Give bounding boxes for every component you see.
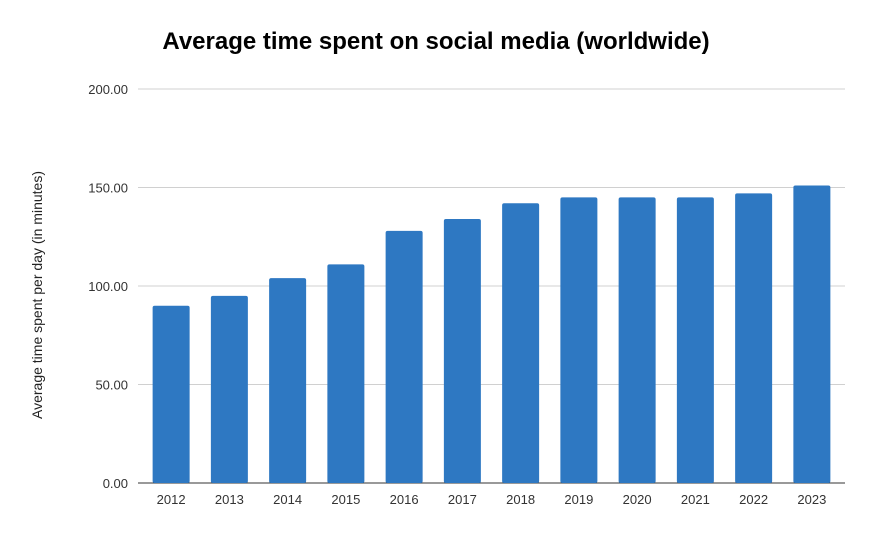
x-tick-label: 2023 — [797, 492, 826, 507]
x-tick-label: 2015 — [331, 492, 360, 507]
y-tick-label: 150.00 — [88, 181, 128, 196]
y-tick-label: 50.00 — [95, 378, 128, 393]
bar-2019 — [560, 197, 598, 483]
bar-2020 — [618, 197, 656, 483]
x-tick-label: 2019 — [564, 492, 593, 507]
x-tick-label: 2012 — [157, 492, 186, 507]
x-tick-label: 2022 — [739, 492, 768, 507]
x-tick-label: 2016 — [390, 492, 419, 507]
bar-2014 — [269, 278, 307, 483]
x-tick-label: 2018 — [506, 492, 535, 507]
bar-2013 — [210, 295, 248, 483]
y-axis-label: Average time spent per day (in minutes) — [29, 171, 45, 419]
bar-2017 — [443, 219, 481, 483]
bar-2022 — [735, 193, 773, 483]
y-tick-label: 100.00 — [88, 279, 128, 294]
bar-2015 — [327, 264, 365, 483]
y-tick-label: 200.00 — [88, 82, 128, 97]
bar-2023 — [793, 185, 831, 483]
x-tick-label: 2020 — [623, 492, 652, 507]
bar-2016 — [385, 230, 423, 483]
bar-2018 — [502, 203, 540, 483]
x-tick-label: 2017 — [448, 492, 477, 507]
y-tick-label: 0.00 — [103, 476, 128, 491]
bar-2012 — [152, 305, 190, 483]
bar-2021 — [676, 197, 714, 483]
x-tick-label: 2014 — [273, 492, 302, 507]
x-tick-label: 2013 — [215, 492, 244, 507]
chart-title: Average time spent on social media (worl… — [162, 28, 710, 55]
x-tick-label: 2021 — [681, 492, 710, 507]
